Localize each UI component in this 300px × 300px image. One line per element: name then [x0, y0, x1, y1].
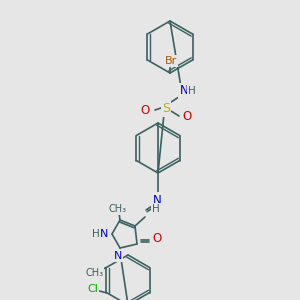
Text: H: H	[188, 86, 196, 96]
Text: CH₃: CH₃	[109, 204, 127, 214]
Text: O: O	[140, 103, 150, 116]
Text: H: H	[92, 229, 100, 239]
Text: N: N	[114, 251, 122, 261]
Text: H: H	[152, 204, 160, 214]
Text: O: O	[182, 110, 192, 124]
Text: Cl: Cl	[87, 284, 98, 293]
Text: N: N	[100, 229, 108, 239]
Text: N: N	[153, 194, 161, 206]
Text: CH₃: CH₃	[85, 268, 103, 278]
Text: S: S	[162, 103, 170, 116]
Text: Br: Br	[165, 56, 177, 66]
Text: O: O	[152, 232, 162, 245]
Text: N: N	[180, 85, 188, 98]
